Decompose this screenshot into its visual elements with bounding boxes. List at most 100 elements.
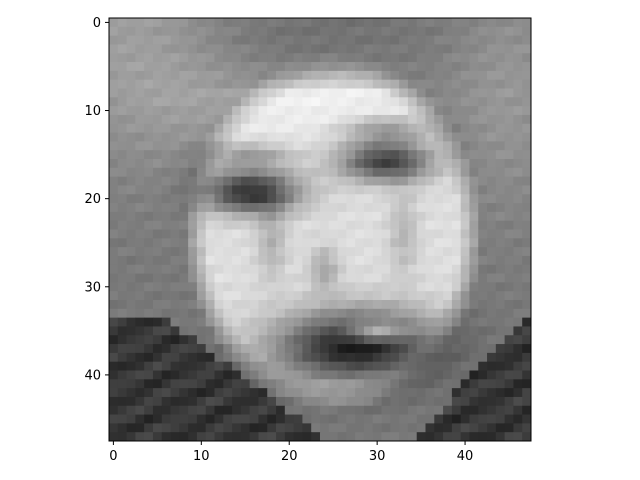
heatmap-cell <box>460 300 470 310</box>
heatmap-cell <box>416 255 426 266</box>
heatmap-cell <box>240 26 251 37</box>
heatmap-cell <box>267 396 277 407</box>
heatmap-cell <box>258 379 268 389</box>
heatmap-cell <box>205 79 215 89</box>
heatmap-cell <box>232 62 242 72</box>
heatmap-cell <box>495 132 506 142</box>
heatmap-cell <box>126 238 136 248</box>
heatmap-cell <box>179 88 189 98</box>
heatmap-cell <box>117 185 127 195</box>
heatmap-cell <box>240 255 251 266</box>
heatmap-cell <box>232 361 242 371</box>
heatmap-cell <box>258 300 268 310</box>
heatmap-cell <box>179 211 189 222</box>
heatmap-cell <box>117 238 127 248</box>
heatmap-cell <box>196 344 207 354</box>
heatmap-cell <box>109 194 119 204</box>
heatmap-cell <box>135 238 145 248</box>
x-tick-label: 0 <box>109 449 117 464</box>
heatmap-cell <box>240 282 251 292</box>
heatmap-cell <box>443 264 453 274</box>
heatmap-cell <box>258 273 268 283</box>
heatmap-cell <box>196 247 207 257</box>
heatmap-cell <box>214 238 224 248</box>
heatmap-cell <box>425 361 435 371</box>
heatmap-cell <box>399 370 409 380</box>
heatmap-cell <box>276 106 286 116</box>
heatmap-cell <box>504 114 514 125</box>
heatmap-cell <box>152 62 163 72</box>
heatmap-cell <box>407 35 418 45</box>
heatmap-cell <box>117 326 127 336</box>
heatmap-cell <box>170 62 180 72</box>
heatmap-cell <box>478 44 488 54</box>
heatmap-cell <box>425 432 435 442</box>
heatmap-cell <box>363 159 374 169</box>
heatmap-cell <box>416 238 426 248</box>
heatmap-cell <box>372 79 382 89</box>
heatmap-cell <box>451 159 462 169</box>
heatmap-cell <box>372 194 382 204</box>
heatmap-cell <box>302 176 312 186</box>
heatmap-cell <box>416 62 426 72</box>
heatmap-cell <box>460 44 470 54</box>
heatmap-cell <box>284 141 295 151</box>
heatmap-cell <box>196 282 207 292</box>
heatmap-cell <box>346 159 356 169</box>
heatmap-cell <box>144 106 154 116</box>
heatmap-cell <box>214 352 224 363</box>
heatmap-cell <box>161 344 171 354</box>
heatmap-cell <box>372 335 382 345</box>
heatmap-cell <box>416 53 426 63</box>
heatmap-cell <box>135 344 145 354</box>
heatmap-cell <box>478 255 488 266</box>
heatmap-cell <box>407 70 418 81</box>
heatmap-cell <box>451 123 462 133</box>
heatmap-cell <box>161 185 171 195</box>
heatmap-cell <box>355 70 365 81</box>
heatmap-cell <box>328 300 338 310</box>
heatmap-cell <box>249 255 259 266</box>
heatmap-cell <box>144 308 154 319</box>
heatmap-cell <box>205 326 215 336</box>
heatmap-cell <box>311 326 321 336</box>
heatmap-cell <box>478 238 488 248</box>
heatmap-cell <box>284 176 295 186</box>
heatmap-cell <box>346 344 356 354</box>
heatmap-cell <box>117 88 127 98</box>
heatmap-cell <box>451 26 462 37</box>
heatmap-cell <box>144 229 154 239</box>
heatmap-cell <box>495 159 506 169</box>
heatmap-cell <box>381 238 391 248</box>
heatmap-cell <box>302 114 312 125</box>
heatmap-cell <box>117 379 127 389</box>
heatmap-cell <box>117 282 127 292</box>
heatmap-cell <box>372 423 382 433</box>
heatmap-cell <box>460 62 470 72</box>
heatmap-cell <box>416 123 426 133</box>
heatmap-cell <box>522 317 532 327</box>
heatmap-cell <box>363 405 374 415</box>
heatmap-cell <box>416 185 426 195</box>
heatmap-cell <box>284 70 295 81</box>
heatmap-cell <box>302 141 312 151</box>
heatmap-cell <box>425 379 435 389</box>
heatmap-cell <box>478 18 488 28</box>
heatmap-cell <box>179 123 189 133</box>
heatmap-cell <box>223 53 233 63</box>
heatmap-cell <box>460 379 470 389</box>
heatmap-cell <box>232 423 242 433</box>
heatmap-cell <box>346 176 356 186</box>
heatmap-cell <box>144 159 154 169</box>
heatmap-cell <box>381 335 391 345</box>
heatmap-cell <box>240 132 251 142</box>
heatmap-cell <box>487 255 497 266</box>
heatmap-cell <box>249 379 259 389</box>
heatmap-cell <box>407 300 418 310</box>
heatmap-cell <box>152 220 163 230</box>
heatmap-cell <box>390 194 400 204</box>
heatmap-cell <box>504 53 514 63</box>
heatmap-cell <box>258 18 268 28</box>
heatmap-cell <box>469 176 479 186</box>
heatmap-cell <box>170 185 180 195</box>
